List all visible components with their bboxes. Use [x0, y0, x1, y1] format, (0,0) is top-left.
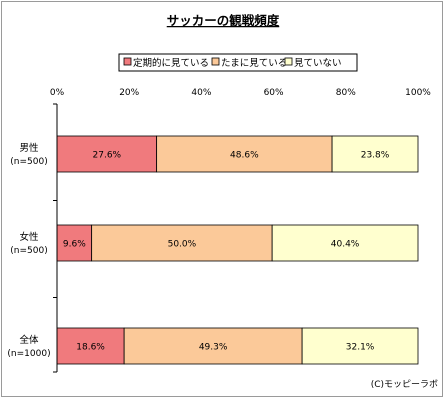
- credit-text: (C)モッピーラボ: [371, 379, 438, 390]
- y-axis: [53, 103, 58, 373]
- category-label: 全体: [19, 334, 39, 346]
- legend-label: 定期的に見ている: [133, 57, 209, 69]
- x-tick-label: 40%: [191, 88, 211, 98]
- bar-segment: [156, 135, 333, 173]
- category-sublabel: (n=1000): [7, 349, 50, 359]
- category-sublabel: (n=500): [10, 246, 47, 256]
- bar-value-label: 32.1%: [346, 343, 375, 353]
- x-tick-label: 20%: [119, 88, 139, 98]
- category-label: 男性: [19, 142, 39, 154]
- bar-value-label: 40.4%: [331, 240, 360, 250]
- bar-segment: [301, 327, 419, 365]
- bar-segment: [123, 327, 303, 365]
- bar-segment: [331, 135, 419, 173]
- x-tick-label: 60%: [264, 88, 284, 98]
- x-tick-label: 100%: [405, 88, 431, 98]
- legend-label: たまに見ている: [221, 58, 287, 69]
- y-axis-labels: 男性 (n=500) 女性 (n=500) 全体 (n=1000): [7, 142, 50, 359]
- bar-value-label: 49.3%: [199, 343, 228, 353]
- legend-label: 見ていない: [294, 58, 342, 69]
- bar-value-label: 18.6%: [76, 343, 105, 353]
- bar-segment: [56, 135, 158, 173]
- bar-value-label: 50.0%: [168, 240, 197, 250]
- legend-swatch: [123, 57, 132, 66]
- legend-swatch: [284, 57, 293, 66]
- x-tick-label: 80%: [336, 88, 356, 98]
- bar-value-label: 9.6%: [63, 240, 86, 250]
- bar-segment: [91, 224, 273, 262]
- bar-value-label: 23.8%: [361, 151, 390, 161]
- legend-box: [118, 53, 358, 72]
- category-label: 女性: [19, 231, 39, 243]
- x-axis-ticks: 0% 20% 40% 60% 80% 100%: [50, 88, 431, 98]
- bars: 27.6% 48.6% 23.8% 9.6% 50.0% 40.4% 18.6% 49.3% 3…: [56, 135, 419, 365]
- legend: 定期的に見ている たまに見ている 見ていない: [118, 53, 358, 72]
- chart-title: サッカーの観戦頻度: [167, 13, 280, 28]
- bar-segment: [271, 224, 419, 262]
- legend-swatch: [211, 57, 220, 66]
- bar-value-label: 48.6%: [230, 151, 259, 161]
- bar-segment: [56, 224, 93, 262]
- x-tick-label: 0%: [50, 88, 65, 98]
- bar-value-label: 27.6%: [93, 151, 122, 161]
- category-sublabel: (n=500): [10, 157, 47, 167]
